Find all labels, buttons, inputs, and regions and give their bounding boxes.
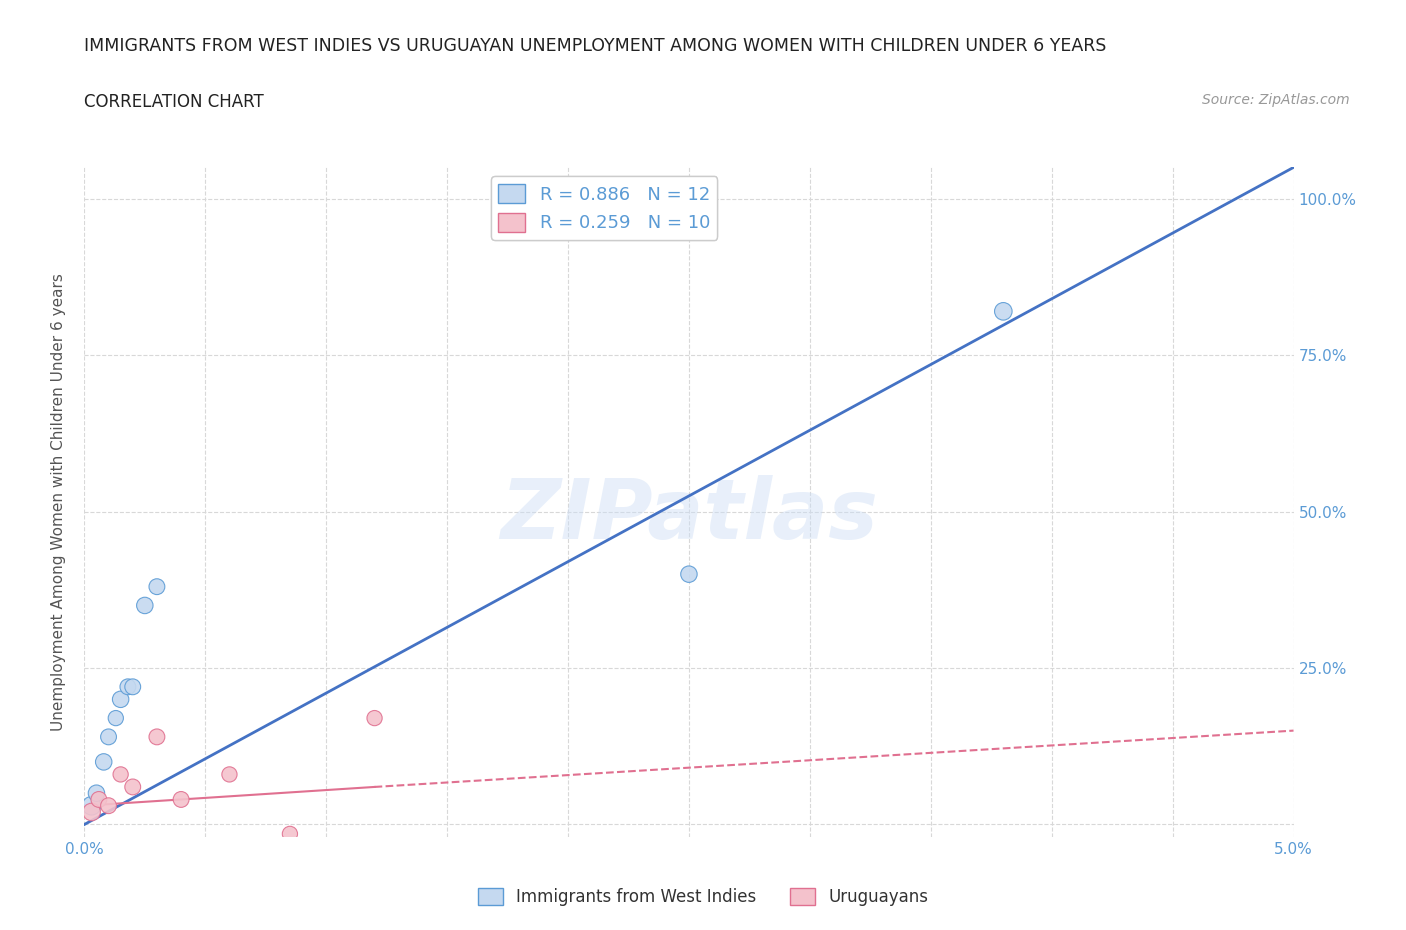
Text: CORRELATION CHART: CORRELATION CHART [84, 93, 264, 111]
Point [97, 798, 120, 813]
Point [110, 767, 132, 782]
Text: IMMIGRANTS FROM WEST INDIES VS URUGUAYAN UNEMPLOYMENT AMONG WOMEN WITH CHILDREN : IMMIGRANTS FROM WEST INDIES VS URUGUAYAN… [84, 37, 1107, 55]
Point [134, 598, 156, 613]
Y-axis label: Unemployment Among Women with Children Under 6 years: Unemployment Among Women with Children U… [51, 273, 66, 731]
Point [97, 729, 120, 744]
Point [121, 680, 143, 695]
Point [104, 711, 127, 725]
Point [363, 711, 385, 725]
Point [117, 680, 139, 695]
Point [146, 579, 169, 594]
Point [110, 692, 132, 707]
Legend: Immigrants from West Indies, Uruguayans: Immigrants from West Indies, Uruguayans [471, 881, 935, 912]
Legend: R = 0.886   N = 12, R = 0.259   N = 10: R = 0.886 N = 12, R = 0.259 N = 10 [491, 177, 717, 240]
Point [218, 767, 240, 782]
Point [86, 786, 108, 801]
Point [278, 827, 301, 842]
Point [678, 566, 700, 581]
Text: Source: ZipAtlas.com: Source: ZipAtlas.com [1202, 93, 1350, 107]
Point [993, 304, 1015, 319]
Point [87, 792, 110, 807]
Point [170, 792, 193, 807]
Point [93, 754, 115, 769]
Point [80, 798, 103, 813]
Point [146, 729, 169, 744]
Text: ZIPatlas: ZIPatlas [501, 475, 877, 556]
Point [121, 779, 143, 794]
Point [80, 804, 103, 819]
